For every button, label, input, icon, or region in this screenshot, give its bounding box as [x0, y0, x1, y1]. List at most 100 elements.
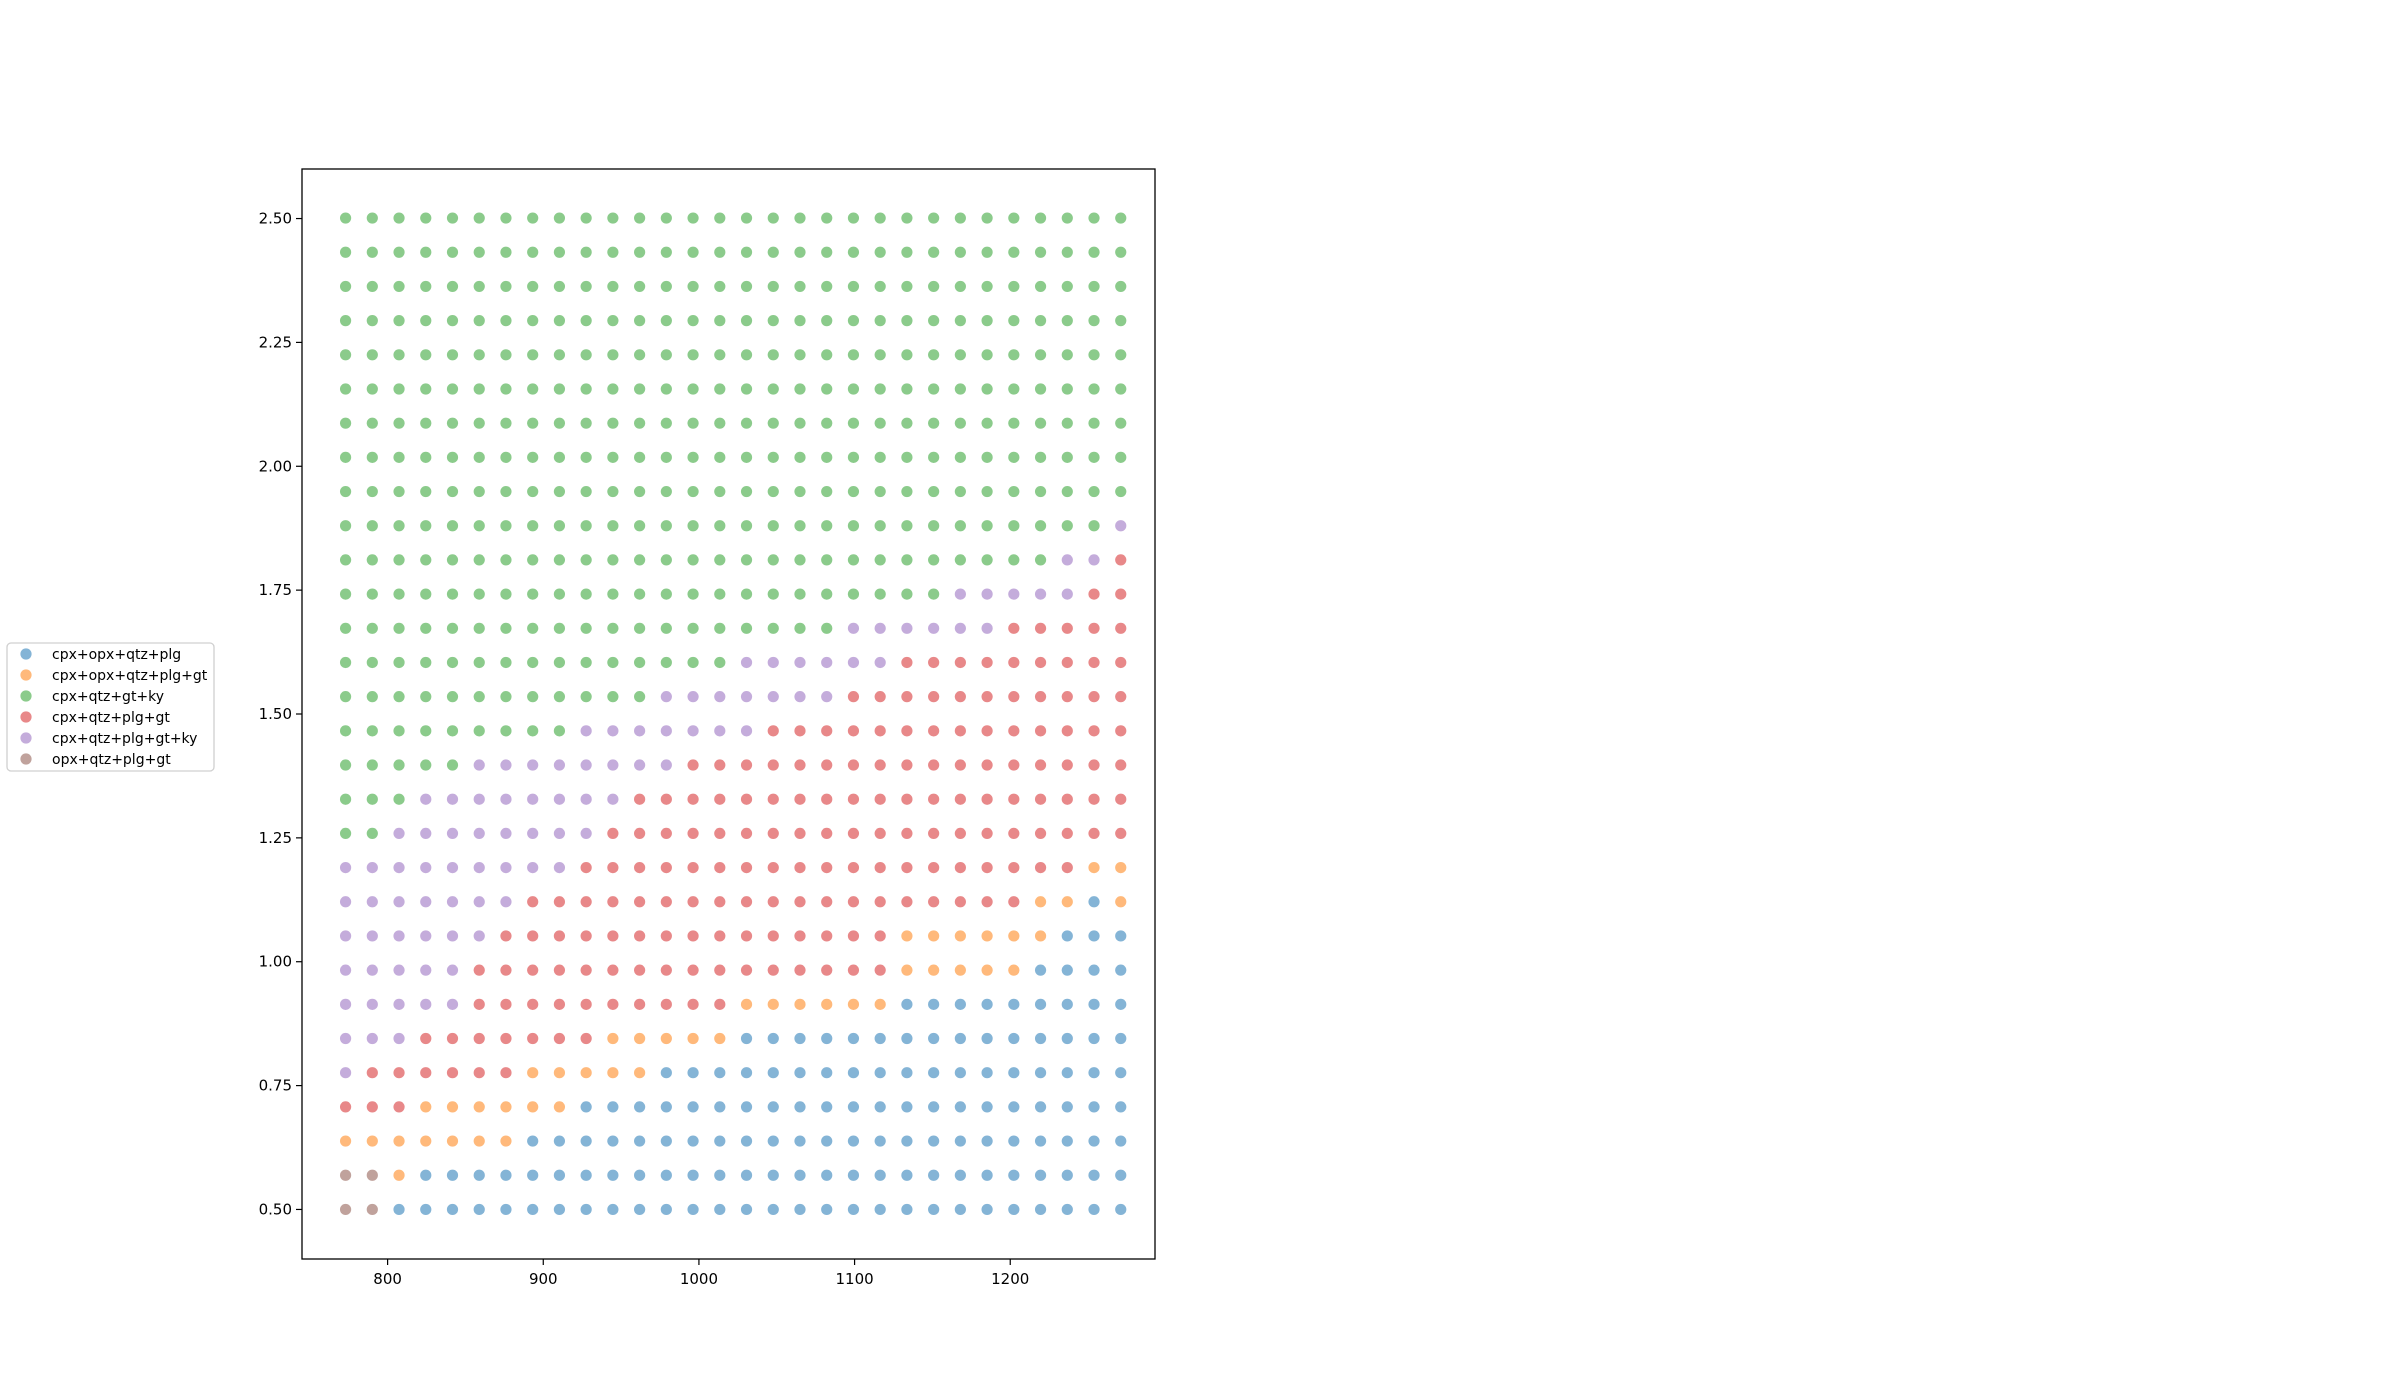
data-point [1115, 212, 1127, 224]
data-point [446, 315, 459, 327]
data-point [901, 759, 913, 771]
data-point [928, 280, 940, 293]
data-point [714, 1169, 726, 1181]
data-point [553, 349, 566, 361]
data-point [366, 485, 378, 498]
data-point [1034, 451, 1047, 463]
data-point [1034, 622, 1047, 634]
data-point [393, 861, 405, 874]
data-point [420, 1135, 432, 1147]
data-point [420, 998, 432, 1010]
data-point [714, 212, 726, 224]
data-point [446, 964, 459, 976]
data-point [527, 827, 539, 840]
data-point [687, 554, 699, 566]
data-point [607, 520, 619, 532]
data-point [740, 246, 753, 258]
data-point [366, 1135, 378, 1147]
data-point [687, 896, 699, 908]
data-point [954, 896, 966, 908]
data-point [954, 1101, 966, 1113]
data-point [1008, 964, 1020, 976]
data-point [366, 520, 378, 532]
data-point [928, 1169, 940, 1181]
data-point [981, 349, 993, 361]
legend-label: opx+qtz+plg+gt [52, 752, 171, 768]
legend-marker [20, 690, 32, 702]
data-point [580, 930, 592, 942]
y-tick-label: 1.00 [259, 953, 292, 971]
data-point [740, 349, 753, 361]
data-point [393, 212, 405, 224]
data-point [847, 280, 860, 293]
data-point [500, 520, 512, 532]
data-point [821, 1135, 833, 1147]
data-point [393, 1135, 405, 1147]
data-point [1061, 520, 1073, 532]
data-point [847, 349, 860, 361]
data-point [714, 827, 726, 840]
data-point [740, 451, 753, 463]
data-point [874, 417, 886, 429]
data-point [1115, 246, 1127, 258]
data-point [446, 1032, 459, 1045]
data-point [339, 622, 352, 634]
data-point [794, 1101, 806, 1113]
data-point [446, 280, 459, 293]
data-point [954, 622, 966, 634]
data-point [607, 759, 619, 771]
data-point [500, 1067, 512, 1079]
data-point [687, 793, 699, 805]
data-point [954, 1203, 966, 1216]
data-point [821, 725, 833, 737]
data-point [527, 998, 539, 1010]
data-point [928, 691, 940, 703]
data-point [366, 930, 378, 942]
data-point [473, 861, 485, 874]
data-point [660, 998, 672, 1010]
data-point [981, 451, 993, 463]
data-point [954, 349, 966, 361]
data-point [981, 485, 993, 498]
data-point [740, 1067, 753, 1079]
data-point [393, 759, 405, 771]
data-point [687, 827, 699, 840]
data-point [847, 964, 860, 976]
data-point [339, 861, 352, 874]
data-point [954, 1067, 966, 1079]
data-point [366, 280, 378, 293]
data-point [767, 930, 779, 942]
data-point [393, 383, 405, 395]
data-point [1034, 691, 1047, 703]
data-point [1115, 1169, 1127, 1181]
data-point [1088, 1169, 1100, 1181]
data-point [874, 246, 886, 258]
data-point [553, 485, 566, 498]
data-point [1034, 896, 1047, 908]
data-point [553, 451, 566, 463]
data-point [446, 485, 459, 498]
data-point [928, 827, 940, 840]
data-point [714, 861, 726, 874]
data-point [687, 1032, 699, 1045]
data-point [580, 896, 592, 908]
data-point [767, 383, 779, 395]
data-point [901, 896, 913, 908]
data-point [420, 349, 432, 361]
data-point [580, 451, 592, 463]
data-point [473, 1203, 485, 1216]
data-point [1008, 451, 1020, 463]
data-point [420, 417, 432, 429]
data-point [1088, 998, 1100, 1010]
data-point [821, 930, 833, 942]
data-point [928, 622, 940, 634]
data-point [1061, 1169, 1073, 1181]
data-point [660, 861, 672, 874]
data-point [553, 725, 566, 737]
data-point [553, 554, 566, 566]
data-point [1115, 930, 1127, 942]
data-point [473, 315, 485, 327]
data-point [1008, 725, 1020, 737]
data-point [607, 1032, 619, 1045]
data-point [393, 930, 405, 942]
